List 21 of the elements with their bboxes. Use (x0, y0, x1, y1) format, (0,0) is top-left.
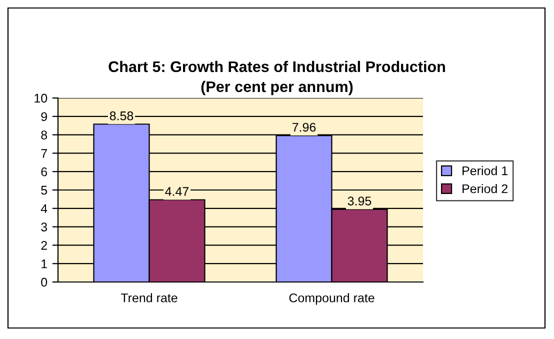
data-label: 8.58 (110, 111, 134, 120)
x-tick-label: Trend rate (120, 293, 178, 302)
y-tick-label: 5 (41, 186, 48, 195)
y-tick-label: 10 (34, 94, 48, 103)
y-tick-label: 1 (42, 260, 47, 268)
y-tick-label: 8 (41, 130, 48, 140)
chart-subtitle: (Per cent per annum) (201, 80, 353, 96)
data-label: 7.96 (292, 122, 316, 132)
y-tick-label: 9 (41, 112, 47, 122)
data-label: 4.47 (165, 187, 189, 196)
y-tick-label: 4 (40, 204, 48, 213)
y-tick-label: 6 (41, 167, 48, 176)
chart-title: Chart 5: Growth Rates of Industrial Production (108, 60, 445, 72)
legend-label: Period 1 (462, 166, 508, 176)
x-tick-label: Compound rate (289, 293, 374, 305)
data-label: 3.95 (348, 196, 372, 206)
y-tick-label: 2 (41, 241, 47, 250)
y-tick-label: 3 (41, 222, 48, 232)
y-tick-label: 7 (41, 149, 47, 158)
y-tick-label: 0 (41, 278, 48, 287)
legend-label: Period 2 (462, 184, 508, 194)
